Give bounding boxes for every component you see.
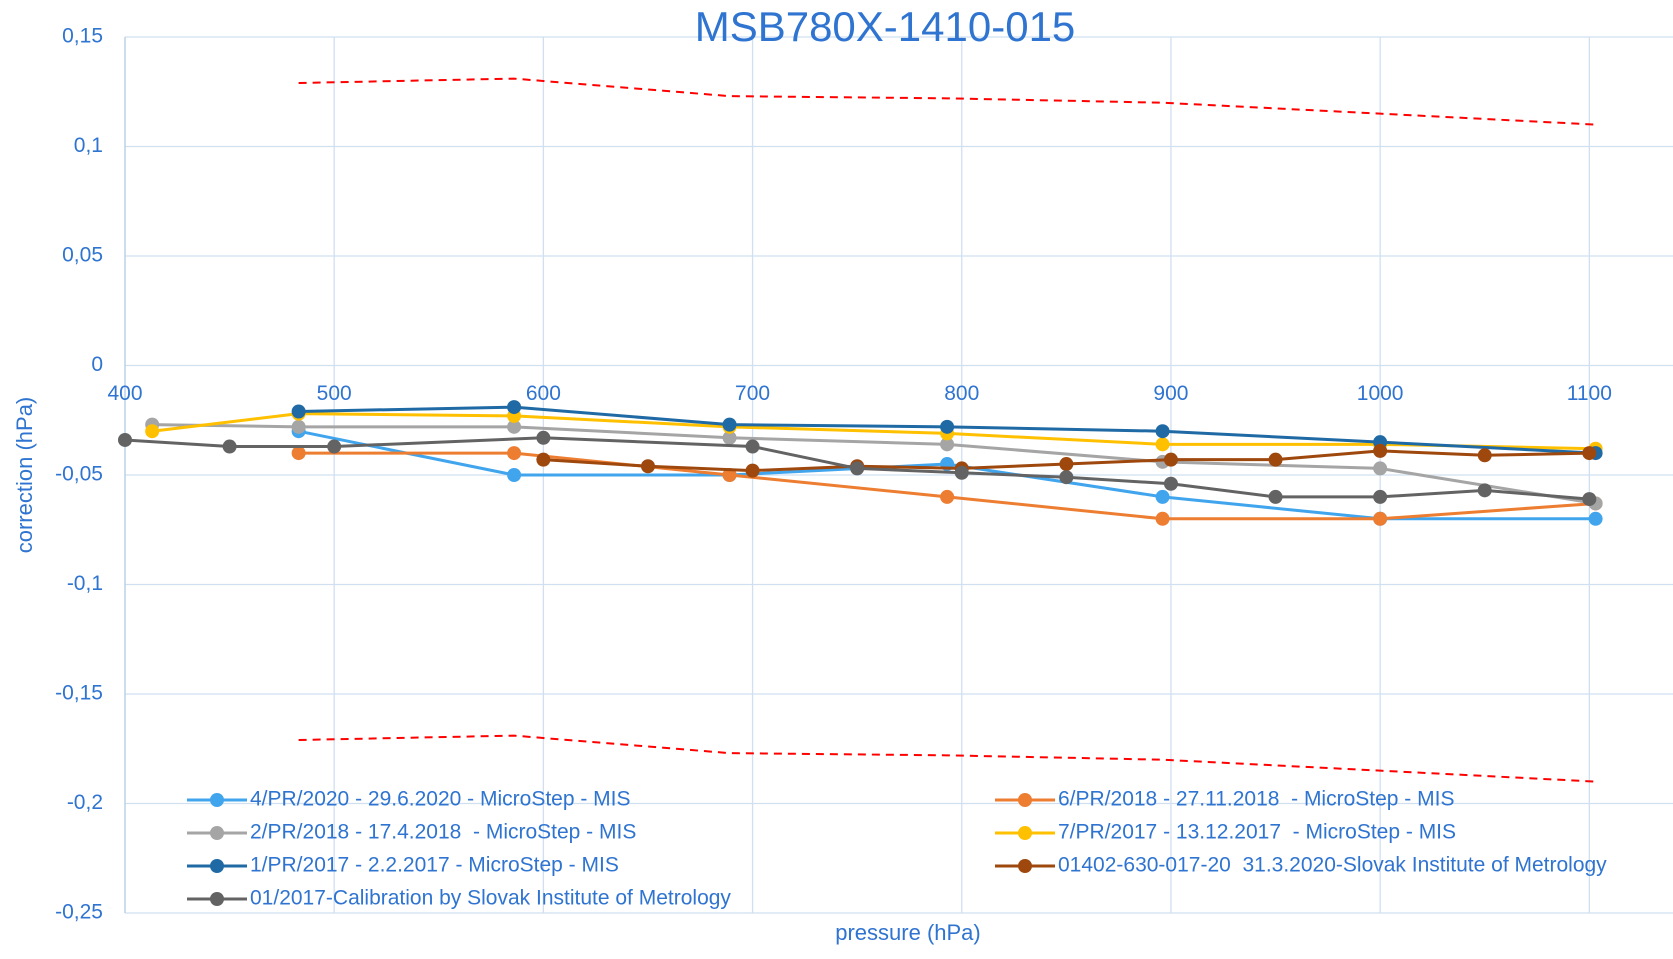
y-tick-label: -0,15 xyxy=(55,682,103,705)
data-point xyxy=(1268,452,1283,467)
data-point xyxy=(745,439,760,454)
legend-marker xyxy=(210,793,224,807)
x-tick-label: 700 xyxy=(735,382,770,405)
data-point xyxy=(722,430,737,445)
limit-line xyxy=(298,734,1596,783)
data-point xyxy=(536,430,551,445)
data-point xyxy=(745,463,760,478)
data-point xyxy=(1155,424,1170,439)
data-point xyxy=(291,446,306,461)
data-point xyxy=(640,459,655,474)
plot-area xyxy=(118,77,1603,783)
legend-label: 01/2017-Calibration by Slovak Institute … xyxy=(250,887,731,910)
data-point xyxy=(507,419,522,434)
x-tick-label: 400 xyxy=(107,382,142,405)
legend-marker xyxy=(1018,793,1032,807)
x-axis-title: pressure (hPa) xyxy=(835,920,981,945)
legend-label: 1/PR/2017 - 2.2.2017 - MicroStep - MIS xyxy=(250,854,619,877)
x-tick-label: 600 xyxy=(526,382,561,405)
data-point xyxy=(1477,448,1492,463)
x-tick-label: 1000 xyxy=(1357,382,1404,405)
data-point xyxy=(1163,476,1178,491)
y-tick-label: -0,05 xyxy=(55,463,103,486)
data-point xyxy=(1059,470,1074,485)
legend-marker xyxy=(1018,859,1032,873)
legend-marker xyxy=(1018,826,1032,840)
legend-label: 6/PR/2018 - 27.11.2018 - MicroStep - MIS xyxy=(1058,788,1454,811)
data-point xyxy=(1155,437,1170,452)
y-tick-label: -0,1 xyxy=(67,572,103,595)
series-line xyxy=(152,412,1596,451)
y-tick-label: -0,2 xyxy=(67,791,103,814)
data-point xyxy=(940,437,955,452)
data-point xyxy=(1582,492,1597,507)
data-point xyxy=(1155,511,1170,526)
data-point xyxy=(940,419,955,434)
data-point xyxy=(1477,483,1492,498)
data-point xyxy=(1155,489,1170,504)
legend-marker xyxy=(210,826,224,840)
y-axis-title: correction (hPa) xyxy=(12,397,37,554)
x-tick-label: 1100 xyxy=(1567,382,1612,405)
legend-label: 7/PR/2017 - 13.12.2017 - MicroStep - MIS xyxy=(1058,821,1456,844)
data-point xyxy=(1373,489,1388,504)
data-point xyxy=(1163,452,1178,467)
data-point xyxy=(1373,511,1388,526)
data-point xyxy=(1059,457,1074,472)
data-point xyxy=(222,439,237,454)
y-tick-label: 0 xyxy=(91,353,103,376)
legend-marker xyxy=(210,859,224,873)
legend-marker xyxy=(210,892,224,906)
series-line xyxy=(152,423,1596,505)
x-tick-label: 500 xyxy=(317,382,352,405)
legend-label: 01402-630-017-20 31.3.2020-Slovak Instit… xyxy=(1058,854,1607,877)
x-tick-label: 800 xyxy=(944,382,979,405)
data-point xyxy=(1588,511,1603,526)
data-point xyxy=(850,461,865,476)
data-point xyxy=(536,452,551,467)
data-point xyxy=(118,432,132,447)
data-point xyxy=(291,419,306,434)
data-point xyxy=(1373,461,1388,476)
grid xyxy=(124,36,1673,914)
y-tick-label: -0,25 xyxy=(55,901,103,924)
data-point xyxy=(507,446,522,461)
data-point xyxy=(940,489,955,504)
data-point xyxy=(1268,489,1283,504)
data-point xyxy=(291,404,306,419)
x-tick-label: 900 xyxy=(1153,382,1188,405)
limit-line xyxy=(298,77,1596,126)
y-tick-label: 0,1 xyxy=(74,134,103,157)
data-point xyxy=(145,424,160,439)
data-point xyxy=(507,400,522,415)
data-point xyxy=(954,465,969,480)
data-point xyxy=(722,417,737,432)
data-point xyxy=(507,468,522,482)
data-point xyxy=(327,439,342,454)
chart-title: MSB780X-1410-015 xyxy=(695,3,1076,50)
data-point xyxy=(722,468,737,482)
data-point xyxy=(1582,446,1597,461)
legend-label: 4/PR/2020 - 29.6.2020 - MicroStep - MIS xyxy=(250,788,631,811)
y-tick-label: 0,05 xyxy=(62,244,103,267)
data-point xyxy=(1373,443,1388,458)
legend-label: 2/PR/2018 - 17.4.2018 - MicroStep - MIS xyxy=(250,821,636,844)
y-tick-label: 0,15 xyxy=(62,25,103,48)
